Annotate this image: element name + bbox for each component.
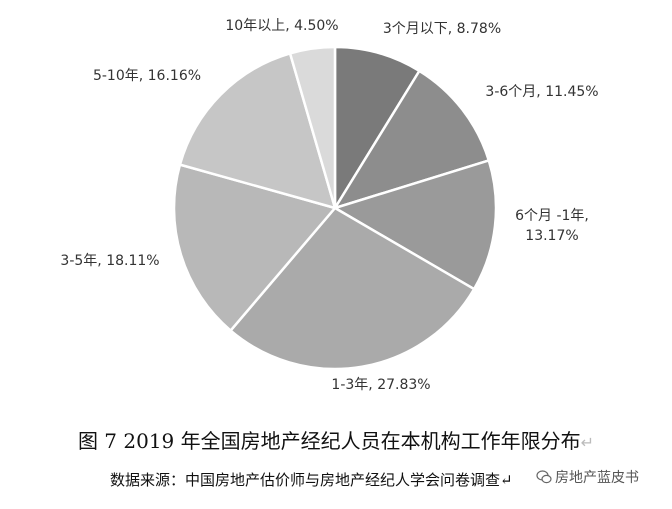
slice-label: 6个月 -1年, 13.17%	[515, 208, 589, 244]
slice-label: 1-3年, 27.83%	[331, 377, 430, 393]
slice-label: 3-6个月, 11.45%	[485, 84, 598, 100]
data-source-note: 数据来源：中国房地产估价师与房地产经纪人学会问卷调查↵	[110, 471, 513, 489]
slice-label: 5-10年, 16.16%	[93, 68, 201, 84]
caption-text: 图 7 2019 年全国房地产经纪人员在本机构工作年限分布	[77, 429, 581, 453]
watermark: 房地产蓝皮书	[534, 467, 641, 487]
slice-label: 3个月以下, 8.78%	[383, 21, 501, 37]
pie-slice	[178, 52, 337, 210]
slice-label: 3-5年, 18.11%	[60, 253, 159, 269]
pie-slice	[229, 206, 476, 371]
pie-slice	[333, 159, 498, 291]
slice-label: 10年以上, 4.50%	[225, 18, 338, 34]
caption-return-mark: ↵	[580, 433, 595, 452]
pie-slices	[172, 45, 498, 371]
pie-slice	[333, 45, 421, 210]
watermark-text: 房地产蓝皮书	[555, 470, 639, 486]
pie-labels: 3个月以下, 8.78% 3-6个月, 11.45% 6个月 -1年, 13.17% 1…	[60, 18, 598, 393]
pie-slice	[172, 163, 337, 332]
wechat-icon	[536, 470, 552, 484]
pie-chart: 3个月以下, 8.78% 3-6个月, 11.45% 6个月 -1年, 13.17% 1…	[60, 18, 598, 393]
pie-slice	[333, 69, 491, 210]
chart-caption: 图 7 2019 年全国房地产经纪人员在本机构工作年限分布↵	[0, 425, 672, 454]
pie-slice	[288, 45, 337, 210]
